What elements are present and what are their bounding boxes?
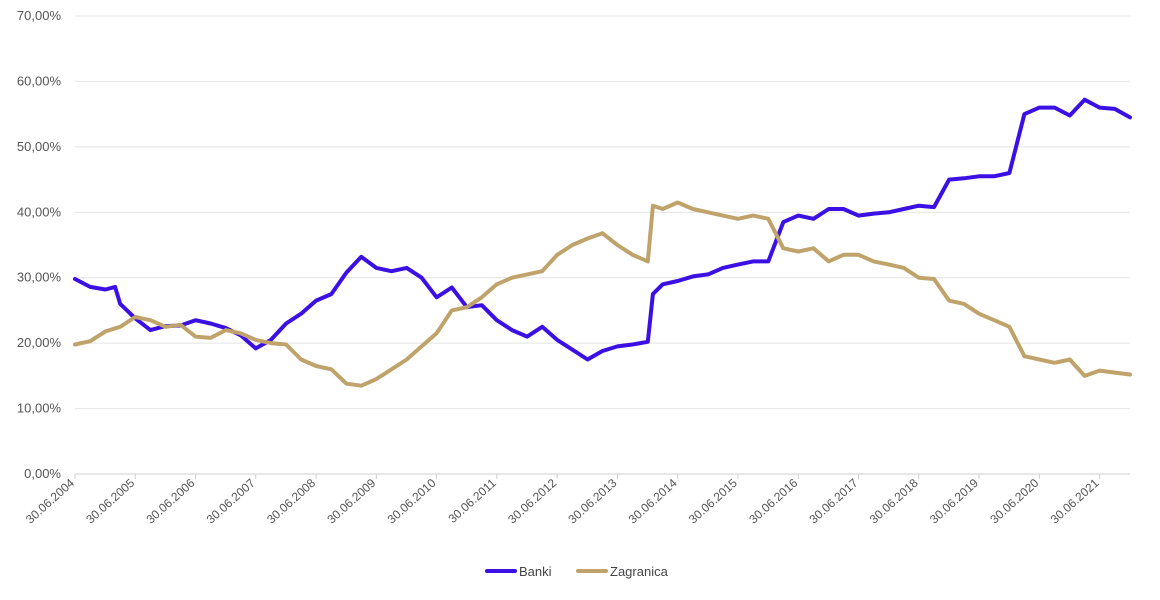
x-tick-label: 30.06.2017 [807, 476, 861, 527]
y-tick-label: 70,00% [17, 8, 62, 23]
y-tick-label: 20,00% [17, 335, 62, 350]
x-tick-label: 30.06.2004 [23, 476, 77, 527]
legend-label: Zagranica [610, 564, 669, 579]
series-line-banki [75, 100, 1130, 360]
x-tick-label: 30.06.2005 [83, 476, 137, 527]
x-tick-label: 30.06.2006 [143, 476, 197, 527]
x-tick-label: 30.06.2008 [264, 476, 318, 527]
series-banki [75, 100, 1130, 360]
x-tick-label: 30.06.2010 [385, 476, 439, 527]
x-tick-label: 30.06.2015 [686, 476, 740, 527]
x-tick-label: 30.06.2012 [505, 476, 559, 527]
legend-item-banki: Banki [487, 564, 552, 579]
x-tick-label: 30.06.2014 [626, 476, 680, 527]
x-tick-label: 30.06.2013 [565, 476, 619, 527]
legend-item-zagranica: Zagranica [578, 564, 669, 579]
y-tick-label: 30,00% [17, 270, 62, 285]
y-tick-label: 50,00% [17, 139, 62, 154]
y-tick-label: 10,00% [17, 401, 62, 416]
x-tick-label: 30.06.2021 [1048, 476, 1102, 527]
x-tick-label: 30.06.2018 [867, 476, 921, 527]
y-axis-ticks: 0,00% 10,00% 20,00% 30,00% 40,00% 50,00% 60,00… [17, 8, 62, 481]
series-line-zagranica [75, 203, 1130, 386]
x-tick-label: 30.06.2020 [987, 476, 1041, 527]
legend: Banki Zagranica [487, 564, 669, 579]
y-tick-label: 60,00% [17, 73, 62, 88]
x-tick-label: 30.06.2007 [204, 476, 258, 527]
x-tick-label: 30.06.2016 [746, 476, 800, 527]
legend-label: Banki [519, 564, 552, 579]
x-tick-label: 30.06.2019 [927, 476, 981, 527]
y-tick-label: 40,00% [17, 204, 62, 219]
x-tick-label: 30.06.2009 [324, 476, 378, 527]
series-zagranica [75, 202, 1130, 385]
x-tick-label: 30.06.2011 [445, 476, 499, 526]
y-tick-label: 0,00% [24, 466, 61, 481]
grid-lines [75, 16, 1130, 474]
